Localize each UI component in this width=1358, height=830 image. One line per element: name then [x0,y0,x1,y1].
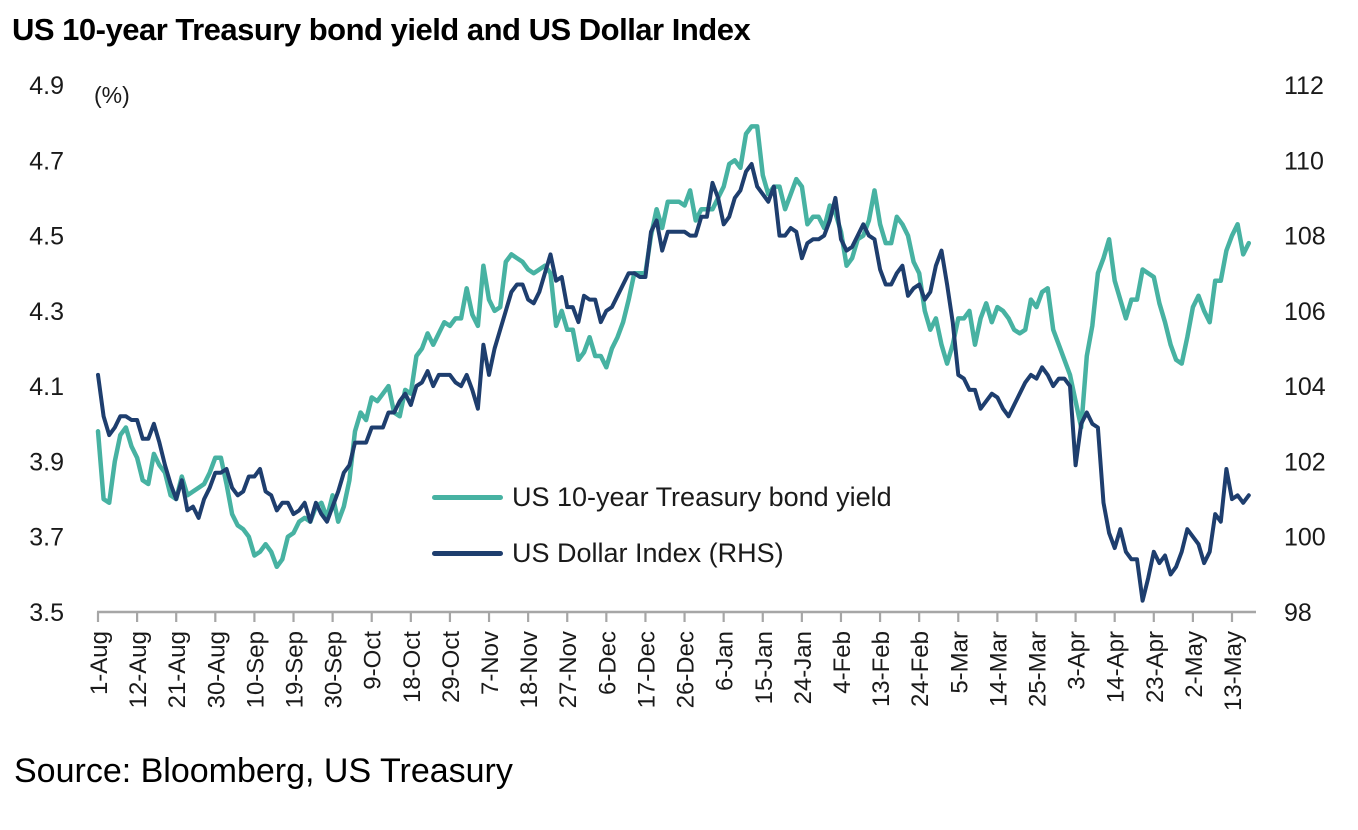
y-axis-right-label: 104 [1284,373,1326,401]
x-axis-label: 21-Aug [164,631,191,708]
x-axis-label: 3-Apr [1064,631,1091,690]
x-axis-label: 18-Oct [399,631,426,703]
y-axis-right-label: 98 [1284,599,1312,627]
y-axis-right-label: 110 [1284,147,1324,175]
x-axis-label: 17-Dec [633,631,660,708]
x-axis-label: 7-Nov [477,631,504,695]
x-axis-label: 6-Dec [594,631,621,695]
x-axis-label: 25-Mar [1024,631,1051,707]
legend-item-dollar-index: US Dollar Index (RHS) [432,534,892,572]
y-axis-right-label: 106 [1284,298,1326,326]
dollar-index-legend-line-icon [432,550,503,556]
x-axis-label: 24-Jan [790,631,817,704]
y-axis-left-label: 4.5 [29,223,64,251]
bond-yield-legend-label: US 10-year Treasury bond yield [512,481,892,512]
x-axis-label: 14-Apr [1103,631,1130,703]
y-axis-left-label: 4.1 [29,373,64,401]
source-note: Source: Bloomberg, US Treasury [14,752,513,790]
x-axis-label: 9-Oct [360,631,387,690]
y-axis-left-label: 3.5 [29,599,64,627]
chart-title: US 10-year Treasury bond yield and US Do… [12,12,751,47]
x-axis-label: 27-Nov [555,631,582,708]
bond-yield-legend-line-icon [432,494,503,500]
x-axis-label: 24-Feb [907,631,934,707]
y-axis-left-label: 3.7 [29,524,64,552]
dollar-index-line [96,162,1251,603]
x-axis-label: 14-Mar [985,631,1012,707]
bond-yield-line [95,124,1252,570]
x-axis-label: 13-Feb [868,631,895,707]
y-axis-right-label: 108 [1284,223,1326,251]
dollar-index-legend-label: US Dollar Index (RHS) [512,537,784,568]
x-axis-label: 5-Mar [946,631,973,694]
legend-item-bond-yield: US 10-year Treasury bond yield [432,478,892,516]
x-axis-label: 29-Oct [438,631,465,703]
y-axis-left-label: 4.3 [29,298,64,326]
y-axis-left-label: 4.7 [29,147,64,175]
y-axis-right-label: 102 [1284,448,1326,476]
x-axis-label: 18-Nov [516,631,543,708]
y-axis-left-label: 4.9 [29,72,64,100]
x-axis-label: 2-May [1181,631,1208,698]
chart-legend: US 10-year Treasury bond yield US Dollar… [432,478,892,590]
x-axis-label: 13-May [1220,631,1247,711]
x-axis-label: 23-Apr [1142,631,1169,703]
x-axis-label: 10-Sep [242,631,269,708]
x-axis-label: 6-Jan [712,631,739,691]
x-axis-label: 19-Sep [282,631,309,708]
x-axis-label: 30-Aug [203,631,230,708]
x-axis-label: 1-Aug [86,631,113,695]
left-axis-unit-label: (%) [94,82,130,108]
x-axis-label: 4-Feb [829,631,856,694]
y-axis-right-label: 112 [1284,72,1324,100]
x-axis-label: 12-Aug [125,631,152,708]
x-axis-label: 15-Jan [751,631,778,704]
y-axis-left-label: 3.9 [29,448,64,476]
chart-plot-area: 1-Aug 12-Aug 21-Aug 30-Aug 10-Sep 19-Sep 30-Se… [29,72,1326,711]
x-axis-label: 26-Dec [673,631,700,708]
x-axis-label: 30-Sep [321,631,348,708]
y-axis-right-label: 100 [1284,524,1326,552]
